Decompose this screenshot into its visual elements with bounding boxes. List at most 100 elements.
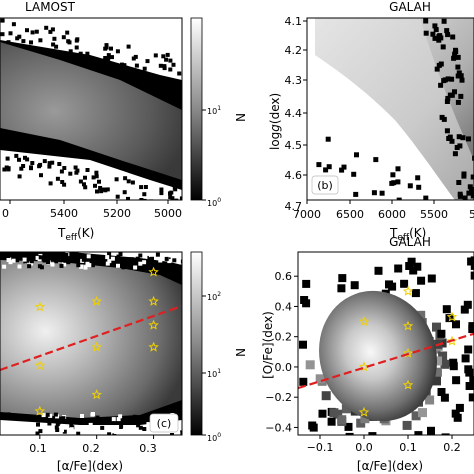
density-pixel	[84, 419, 88, 424]
density-pixel	[427, 426, 435, 435]
density-pixel	[97, 179, 101, 184]
density-pixel	[46, 260, 50, 264]
y-tick-label: −0.2	[265, 391, 292, 404]
density-pixel	[139, 185, 144, 190]
star-marker	[91, 295, 102, 306]
y-tick-label: 0.2	[275, 331, 293, 344]
density-pixel	[456, 134, 462, 140]
density-pixel	[62, 182, 67, 187]
density-pixel	[24, 255, 29, 260]
density-pixel	[449, 362, 458, 371]
y-tick-label: 0.4	[275, 300, 293, 313]
star-marker	[34, 405, 46, 416]
star-marker	[402, 379, 414, 390]
density-pixel	[445, 76, 451, 82]
density-pixel	[176, 255, 181, 259]
density-pixel	[168, 58, 173, 63]
density-pixel	[436, 62, 442, 68]
density-pixel	[180, 430, 182, 435]
density-pixel	[60, 180, 65, 184]
density-pixel	[460, 135, 466, 141]
density-pixel	[104, 56, 109, 61]
density-pixel	[470, 174, 474, 180]
density-pixel	[432, 376, 441, 386]
star-marker	[148, 341, 159, 352]
density-pixel	[327, 417, 336, 426]
density-pixel	[432, 322, 441, 332]
density-pixel	[315, 374, 325, 384]
panel-b-y-tick-label: 4.7	[285, 200, 303, 213]
density-pixel	[126, 44, 131, 49]
density-pixel	[452, 89, 457, 95]
density-pixel	[19, 166, 24, 171]
density-pixel	[353, 191, 359, 197]
density-pixel	[444, 28, 450, 34]
density-pixel	[36, 422, 40, 427]
density-pixel	[117, 257, 122, 262]
density-pixel	[6, 412, 11, 417]
panel-b-label-box	[311, 175, 339, 195]
density-pixel	[21, 164, 26, 168]
density-pixel	[379, 190, 385, 196]
panel-c-cbar-label: N	[233, 348, 247, 357]
star-marker	[358, 316, 370, 327]
density-pixel	[61, 35, 66, 40]
density-pixel	[470, 271, 474, 280]
density-pixel	[5, 156, 10, 161]
density-pixel	[54, 44, 59, 49]
density-pixel	[158, 63, 163, 68]
density-pixel	[0, 18, 5, 23]
panel-d-axes-frame	[297, 251, 474, 436]
star-marker	[402, 285, 414, 296]
density-pixel	[87, 263, 92, 268]
density-pixel	[76, 431, 81, 435]
density-pixel	[395, 179, 401, 185]
panel-a-edge-pixels	[0, 18, 182, 205]
density-pixel	[402, 420, 412, 430]
density-pixel	[179, 254, 182, 259]
density-pixel	[338, 274, 347, 283]
panel-a-x-tick-label: 5000	[154, 207, 182, 220]
density-pixel	[54, 259, 58, 264]
density-pixel	[30, 424, 35, 429]
density-pixel	[39, 173, 43, 178]
density-pixel	[91, 175, 96, 180]
density-pixel	[110, 256, 115, 261]
density-pixel	[94, 170, 99, 175]
density-pixel	[453, 413, 462, 422]
star-marker	[91, 341, 102, 352]
density-pixel	[38, 38, 43, 43]
panel-c-cbar-tick-label: 101	[207, 368, 221, 379]
density-pixel	[69, 423, 74, 428]
density-pixel	[83, 185, 88, 190]
density-pixel	[395, 166, 401, 172]
density-pixel	[318, 409, 327, 418]
density-pixel	[112, 433, 117, 435]
density-pixel	[0, 32, 5, 37]
density-pixel	[145, 59, 150, 64]
density-pixel	[450, 34, 456, 40]
density-pixel	[8, 260, 13, 265]
panel-b-y-tick-label: 4.5	[285, 139, 303, 152]
density-pixel	[6, 40, 11, 45]
density-pixel	[456, 180, 462, 185]
density-pixel	[153, 53, 158, 58]
density-pixel	[302, 279, 311, 288]
panel-b-x-tick-label: 6500	[336, 208, 364, 221]
density-pixel	[61, 416, 66, 421]
density-pixel	[86, 254, 91, 259]
panel-a-axes-frame	[0, 17, 183, 201]
density-pixel	[350, 281, 359, 290]
density-pixel	[104, 43, 109, 48]
density-pixel	[180, 259, 182, 264]
density-pixel	[329, 408, 339, 418]
density-pixel	[453, 47, 458, 53]
density-pixel	[461, 354, 470, 363]
density-pixel	[351, 171, 357, 177]
density-pixel	[157, 201, 161, 205]
density-pixel	[142, 66, 147, 71]
star-marker	[91, 389, 102, 400]
density-pixel	[72, 54, 77, 59]
density-pixel	[8, 31, 13, 36]
density-pixel	[171, 62, 176, 67]
